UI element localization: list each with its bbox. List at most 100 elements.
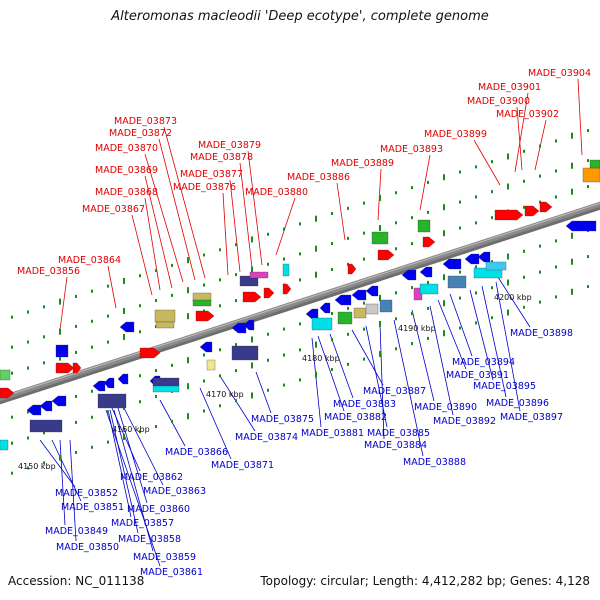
tick-mark bbox=[91, 319, 93, 323]
tick-mark bbox=[59, 328, 61, 335]
reverse-leader-line bbox=[105, 409, 161, 567]
reverse-gene-label: MADE_03883 bbox=[333, 399, 396, 410]
tick-mark bbox=[11, 471, 13, 475]
tick-mark bbox=[251, 336, 253, 343]
reverse-leader-line bbox=[393, 319, 424, 457]
tick-mark bbox=[539, 270, 541, 274]
forward-gene-label: MADE_03904 bbox=[528, 68, 591, 79]
tick-mark bbox=[491, 190, 493, 194]
tick-mark bbox=[331, 312, 333, 316]
tick-mark bbox=[123, 277, 125, 284]
forward-leader-line bbox=[239, 162, 253, 269]
tick-mark bbox=[75, 294, 77, 298]
tick-mark bbox=[523, 179, 525, 183]
tick-mark bbox=[315, 341, 317, 348]
tick-mark bbox=[475, 195, 477, 199]
forward-leader-line bbox=[107, 265, 117, 309]
tick-mark bbox=[59, 354, 61, 361]
tick-mark bbox=[299, 252, 301, 256]
tick-mark bbox=[267, 388, 269, 392]
tick-mark bbox=[347, 362, 349, 366]
tick-mark bbox=[107, 284, 109, 288]
tick-mark bbox=[283, 327, 285, 331]
tick-mark bbox=[123, 307, 125, 314]
tick-mark bbox=[139, 330, 141, 334]
reverse-gene-label: MADE_03859 bbox=[133, 552, 196, 563]
tick-mark bbox=[91, 389, 93, 393]
tick-mark bbox=[411, 242, 413, 246]
tick-mark bbox=[11, 345, 13, 349]
forward-gene bbox=[282, 283, 292, 295]
forward-gene bbox=[422, 236, 436, 248]
tick-mark bbox=[315, 245, 317, 252]
tick-mark bbox=[59, 298, 61, 305]
tick-mark bbox=[475, 291, 477, 295]
reverse-gene-label: MADE_03891 bbox=[446, 370, 509, 381]
cog-gene-box bbox=[0, 369, 11, 381]
tick-mark bbox=[107, 410, 109, 414]
reverse-gene bbox=[565, 220, 597, 232]
reverse-leader-line bbox=[69, 439, 77, 542]
reverse-gene-label: MADE_03874 bbox=[235, 432, 298, 443]
tick-mark bbox=[235, 243, 237, 247]
tick-mark bbox=[43, 361, 45, 365]
forward-gene-label: MADE_03879 bbox=[198, 140, 261, 151]
cog-gene-box bbox=[582, 167, 600, 183]
reverse-leader-line bbox=[159, 399, 186, 447]
forward-leader-line bbox=[59, 276, 68, 331]
reverse-gene bbox=[401, 269, 417, 281]
tick-mark bbox=[523, 275, 525, 279]
forward-gene-label: MADE_03886 bbox=[287, 172, 350, 183]
reverse-gene-label: MADE_03898 bbox=[510, 328, 573, 339]
tick-mark bbox=[507, 183, 509, 190]
tick-mark bbox=[203, 283, 205, 287]
scale-label: 4170 kbp bbox=[206, 390, 244, 399]
forward-gene bbox=[377, 249, 395, 261]
cog-gene-box bbox=[417, 219, 431, 233]
scale-label: 4160 kbp bbox=[112, 425, 150, 434]
tick-mark bbox=[347, 236, 349, 240]
tick-mark bbox=[411, 342, 413, 346]
tick-mark bbox=[571, 288, 573, 295]
tick-mark bbox=[75, 450, 77, 454]
cog-gene-box bbox=[155, 321, 175, 329]
tick-mark bbox=[187, 257, 189, 264]
reverse-leader-line bbox=[365, 325, 388, 428]
reverse-gene-label: MADE_03881 bbox=[301, 428, 364, 439]
forward-gene bbox=[524, 205, 540, 217]
tick-mark bbox=[27, 340, 29, 344]
tick-mark bbox=[363, 231, 365, 235]
forward-gene-label: MADE_03889 bbox=[331, 158, 394, 169]
tick-mark bbox=[587, 285, 589, 289]
forward-gene-label: MADE_03901 bbox=[478, 82, 541, 93]
reverse-gene bbox=[26, 404, 42, 416]
tick-mark bbox=[139, 374, 141, 378]
reverse-leader-line bbox=[329, 333, 354, 399]
tick-mark bbox=[219, 374, 221, 378]
tick-mark bbox=[587, 129, 589, 133]
reverse-gene-label: MADE_03882 bbox=[324, 412, 387, 423]
tick-mark bbox=[187, 413, 189, 420]
tick-mark bbox=[123, 333, 125, 340]
tick-mark bbox=[219, 404, 221, 408]
reverse-leader-line bbox=[351, 329, 384, 386]
forward-gene-label: MADE_03873 bbox=[114, 116, 177, 127]
tick-mark bbox=[91, 415, 93, 419]
reverse-gene bbox=[243, 319, 255, 331]
tick-mark bbox=[187, 383, 189, 390]
forward-leader-line bbox=[131, 214, 153, 296]
tick-mark bbox=[91, 445, 93, 449]
forward-leader-line bbox=[377, 168, 382, 221]
reverse-leader-line bbox=[495, 273, 531, 328]
reverse-gene bbox=[464, 253, 480, 265]
reverse-leader-line bbox=[59, 439, 66, 526]
reverse-gene-label: MADE_03888 bbox=[403, 457, 466, 468]
tick-mark bbox=[331, 212, 333, 216]
scale-labels: 4150 kbp 4160 kbp 4170 kbp 4180 kbp 4190 kbp… bbox=[18, 293, 532, 471]
tick-mark bbox=[203, 409, 205, 413]
cog-gene-box bbox=[0, 439, 9, 451]
tick-mark bbox=[411, 312, 413, 316]
tick-mark bbox=[363, 201, 365, 205]
tick-mark bbox=[491, 260, 493, 264]
tick-mark bbox=[299, 322, 301, 326]
